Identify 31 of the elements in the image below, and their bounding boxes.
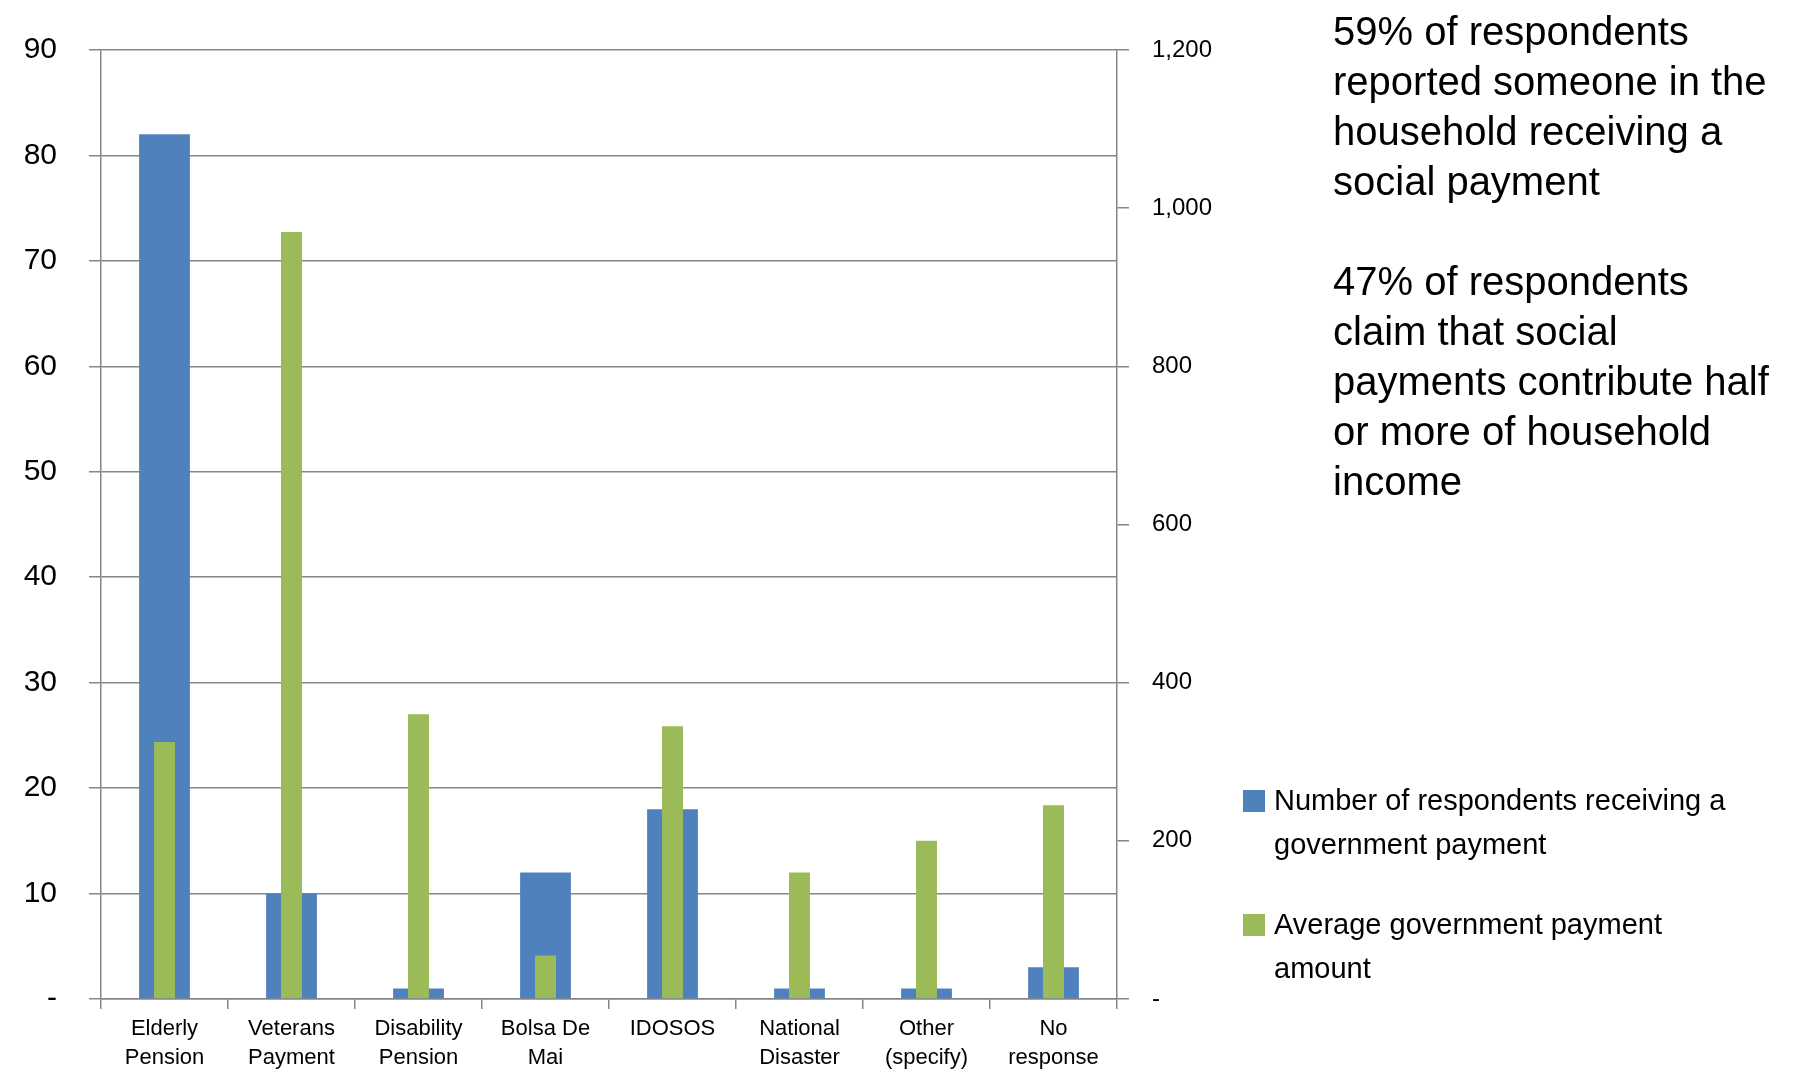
x-tick-label: National Disaster: [759, 1015, 840, 1069]
y-tick-label: 80: [23, 136, 57, 170]
y-tick-label: 30: [23, 663, 57, 697]
x-tick-label: Bolsa De Mai: [500, 1015, 591, 1069]
x-tick-label: IDOSOS: [629, 1015, 716, 1041]
y-tick-label: 40: [23, 558, 57, 592]
y2-tick-label: 800: [1152, 350, 1193, 378]
y2-tick-label: -: [1152, 983, 1160, 1011]
legend-label: Number of respondents receiving a government payment: [1274, 783, 1727, 862]
bar: [154, 741, 175, 999]
text: 59% of respondents reported someone in the household receiving a social payment: [1333, 8, 1768, 205]
x-tick-label: Disability Pension: [374, 1015, 463, 1069]
y2-tick-label: 1,000: [1152, 192, 1213, 220]
y-tick-label: 20: [23, 769, 57, 803]
y-tick-label: 50: [23, 453, 57, 487]
y2-tick-label: 600: [1152, 509, 1193, 537]
bar: [535, 955, 556, 999]
y-tick-label: -: [47, 980, 57, 1014]
x-tick-label: Other (specify): [884, 1015, 969, 1069]
y-tick-label: 60: [23, 347, 57, 381]
y2-tick-label: 200: [1152, 825, 1193, 853]
x-tick-label: No response: [1008, 1015, 1099, 1069]
y-tick-label: 70: [23, 242, 57, 276]
y-tick-label: 10: [23, 874, 57, 908]
y2-tick-label: 400: [1152, 667, 1193, 695]
y-tick-label: 90: [23, 31, 57, 65]
x-tick-label: Elderly Pension: [124, 1015, 205, 1069]
x-tick-label: Veterans Payment: [248, 1015, 335, 1069]
legend-label: Average government payment amount: [1274, 907, 1663, 986]
y2-tick-label: 1,200: [1152, 34, 1213, 62]
text: 47% of respondents claim that social payments contribute half or more of household income: [1333, 258, 1770, 505]
